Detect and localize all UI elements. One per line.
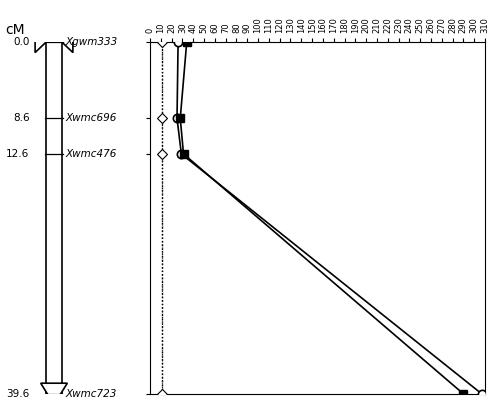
Text: Xwmc696: Xwmc696 bbox=[66, 113, 118, 123]
Text: 0.0: 0.0 bbox=[13, 37, 30, 47]
Text: cM: cM bbox=[5, 23, 24, 37]
Text: Xwmc476: Xwmc476 bbox=[66, 149, 118, 159]
Polygon shape bbox=[62, 31, 73, 52]
Text: 12.6: 12.6 bbox=[6, 149, 30, 159]
Bar bbox=[46, 42, 62, 394]
Text: 8.6: 8.6 bbox=[13, 113, 30, 123]
Text: Xgwm333: Xgwm333 bbox=[66, 37, 118, 47]
Text: 39.6: 39.6 bbox=[6, 389, 30, 399]
Polygon shape bbox=[40, 383, 68, 404]
Text: Xwmc723: Xwmc723 bbox=[66, 389, 118, 399]
Polygon shape bbox=[35, 31, 46, 52]
